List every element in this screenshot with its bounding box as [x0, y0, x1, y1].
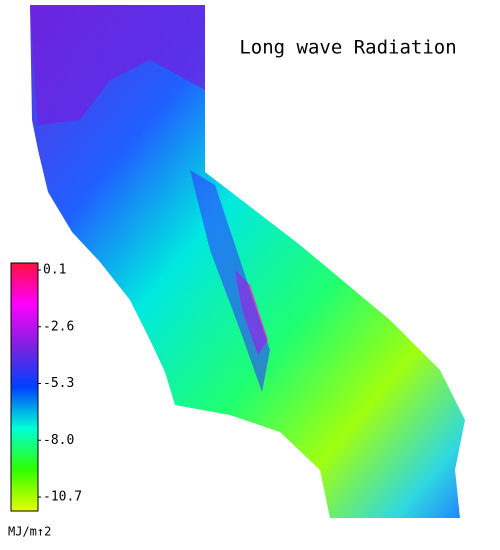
colorbar-tick-label: -2.6	[43, 319, 74, 334]
map-title: Long wave Radiation	[239, 37, 456, 59]
colorbar-tick-label: 0.1	[43, 263, 66, 278]
california-shape	[30, 5, 465, 518]
colorbar-tick-label: -10.7	[43, 490, 82, 505]
north-mountains	[30, 5, 205, 125]
colorbar-tick-label: -5.3	[43, 376, 74, 391]
unit-label: MJ/m↑2	[8, 525, 51, 539]
sierra-ridge	[190, 170, 270, 392]
colorbar	[10, 262, 39, 512]
colorbar-tick-label: -8.0	[43, 433, 74, 448]
